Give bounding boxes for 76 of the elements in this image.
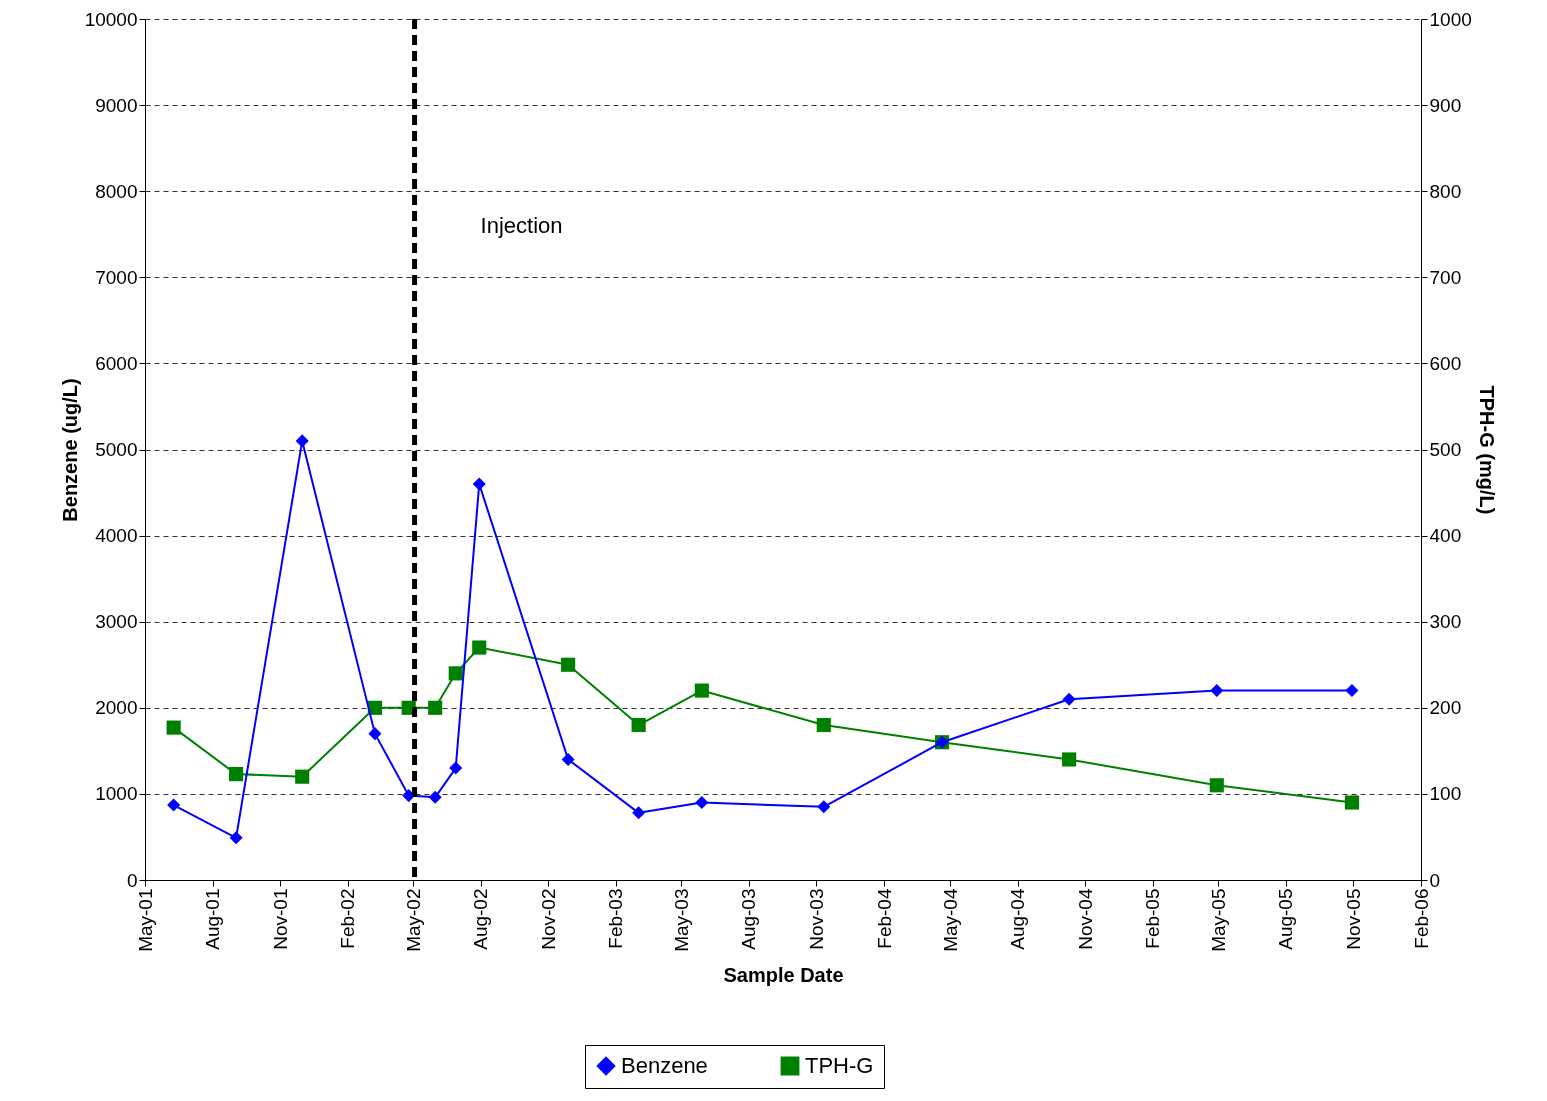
y-tick-label: 3000 xyxy=(95,611,138,633)
y2-axis-title: TPH-G (mg/L) xyxy=(1475,385,1498,515)
ref-line-label: Injection xyxy=(480,212,563,238)
x-tick-label: Feb-05 xyxy=(1142,888,1164,949)
y2-tick-label: 600 xyxy=(1429,352,1462,374)
point xyxy=(472,640,487,655)
x-tick-label: May-04 xyxy=(939,888,961,952)
point xyxy=(472,477,486,491)
y2-tick-label: 700 xyxy=(1429,266,1462,288)
point xyxy=(402,789,416,803)
y-tick-label: 8000 xyxy=(95,180,138,202)
y-tick-label: 9000 xyxy=(95,94,138,116)
y-tick-label: 0 xyxy=(126,869,138,891)
y2-tick-label: 900 xyxy=(1429,94,1462,116)
x-tick-label: Feb-06 xyxy=(1410,888,1432,949)
y2-tick-label: 1000 xyxy=(1429,8,1472,30)
x-tick-label: May-02 xyxy=(402,888,424,952)
x-tick-label: May-03 xyxy=(670,888,692,952)
point xyxy=(561,657,576,672)
x-tick-label: Nov-04 xyxy=(1074,888,1096,950)
legend-label: Benzene xyxy=(621,1053,708,1078)
x-tick-label: May-05 xyxy=(1207,888,1229,952)
x-tick-label: Aug-04 xyxy=(1007,888,1029,950)
x-tick-label: Aug-03 xyxy=(738,888,760,950)
point xyxy=(817,800,831,814)
point xyxy=(1210,684,1224,698)
point xyxy=(694,683,709,698)
y-tick-label: 4000 xyxy=(95,525,138,547)
x-tick-label: Nov-05 xyxy=(1342,888,1364,950)
y2-tick-label: 500 xyxy=(1429,439,1462,460)
y2-tick-label: 0 xyxy=(1429,869,1441,891)
y-tick-label: 6000 xyxy=(95,352,138,374)
x-tick-label: Aug-01 xyxy=(202,888,224,950)
x-tick-label: Feb-02 xyxy=(337,888,359,949)
point xyxy=(1344,795,1360,810)
legend-label: TPH-G xyxy=(805,1053,874,1078)
point xyxy=(449,761,463,775)
point xyxy=(229,831,243,845)
x-tick-label: Nov-03 xyxy=(805,888,827,950)
y2-tick-label: 300 xyxy=(1429,611,1462,633)
x-tick-label: Feb-03 xyxy=(605,888,627,949)
point xyxy=(1209,778,1224,793)
y-tick-label: 2000 xyxy=(95,697,138,719)
y-tick-label: 1000 xyxy=(95,783,138,805)
x-axis-title: Sample Date xyxy=(723,963,844,986)
point xyxy=(368,727,382,741)
x-tick-label: Feb-04 xyxy=(873,888,895,949)
y2-tick-label: 400 xyxy=(1429,525,1462,547)
point xyxy=(695,795,709,810)
y2-tick-label: 100 xyxy=(1429,783,1462,805)
y-tick-label: 10000 xyxy=(84,8,138,30)
point xyxy=(295,769,310,784)
point xyxy=(631,717,646,733)
point xyxy=(632,806,646,820)
point xyxy=(448,666,463,681)
x-tick-label: May-01 xyxy=(134,888,156,952)
x-tick-label: Aug-05 xyxy=(1275,888,1297,950)
point xyxy=(816,717,831,733)
point xyxy=(167,798,181,812)
y2-tick-label: 200 xyxy=(1429,697,1462,719)
y-axis-title: Benzene (ug/L) xyxy=(58,378,81,522)
point xyxy=(166,720,181,735)
x-tick-label: Nov-01 xyxy=(269,888,291,950)
x-tick-label: Nov-02 xyxy=(537,888,559,950)
point xyxy=(561,752,575,766)
y-tick-label: 7000 xyxy=(95,266,138,288)
point xyxy=(229,767,244,782)
point xyxy=(1062,692,1076,706)
point xyxy=(428,700,443,715)
point xyxy=(428,790,442,804)
point xyxy=(1062,752,1077,767)
point xyxy=(1345,684,1359,698)
x-tick-label: Aug-02 xyxy=(470,888,492,950)
y2-tick-label: 800 xyxy=(1429,180,1462,202)
point xyxy=(295,434,309,448)
y-tick-label: 5000 xyxy=(95,439,138,460)
